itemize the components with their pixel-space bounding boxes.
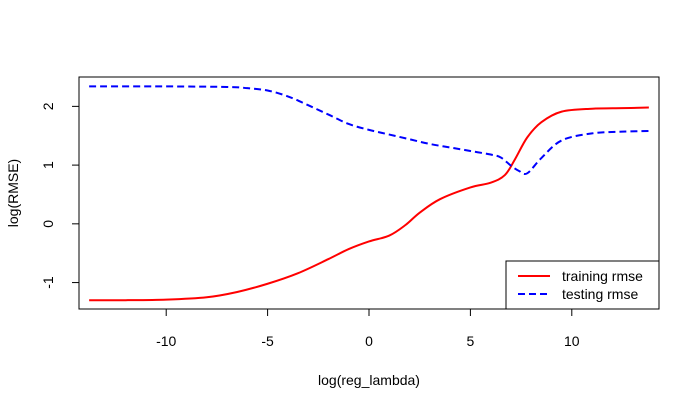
y-tick-label: -1 <box>40 276 56 289</box>
x-tick-label: 5 <box>467 333 475 349</box>
plot-lines <box>89 85 649 302</box>
legend-label: training rmse <box>562 268 643 284</box>
y-tick-label: 2 <box>40 102 56 110</box>
y-tick-label: 0 <box>40 220 56 228</box>
x-tick-label: 0 <box>365 333 373 349</box>
x-tick-label: -10 <box>156 333 176 349</box>
legend-box <box>505 260 660 310</box>
x-tick-label: 10 <box>564 333 580 349</box>
x-tick-label: -5 <box>261 333 274 349</box>
y-tick-label: 1 <box>40 161 56 169</box>
series-line-1 <box>89 106 649 302</box>
x-axis-label: log(reg_lambda) <box>318 372 420 388</box>
y-axis: -1 0 1 2 <box>40 102 80 289</box>
legend-label: testing rmse <box>562 286 638 302</box>
series-line-2 <box>89 85 649 176</box>
y-axis-label: log(RMSE) <box>5 159 21 227</box>
legend: training rmse testing rmse <box>505 260 660 310</box>
x-axis: -10 -5 0 5 10 <box>156 308 580 349</box>
